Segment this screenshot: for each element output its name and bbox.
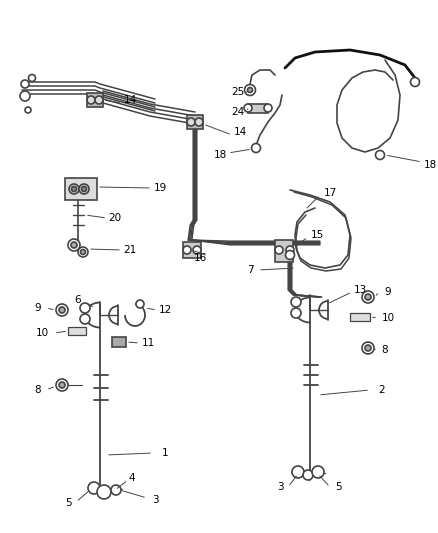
Circle shape <box>291 297 301 307</box>
Circle shape <box>25 107 31 113</box>
Circle shape <box>251 143 261 152</box>
Text: 3: 3 <box>152 495 158 505</box>
Bar <box>183 242 201 258</box>
Circle shape <box>81 187 86 191</box>
Text: 21: 21 <box>124 245 137 255</box>
Circle shape <box>286 246 294 254</box>
Bar <box>112 337 126 347</box>
Text: 20: 20 <box>109 213 122 223</box>
Circle shape <box>56 379 68 391</box>
Text: 14: 14 <box>233 127 247 137</box>
Circle shape <box>56 304 68 316</box>
Text: 15: 15 <box>311 230 324 240</box>
Bar <box>275 240 293 262</box>
Circle shape <box>286 251 294 260</box>
Circle shape <box>303 470 313 480</box>
Circle shape <box>20 91 30 101</box>
Circle shape <box>71 187 77 191</box>
Bar <box>87 93 103 107</box>
Circle shape <box>21 80 29 88</box>
Circle shape <box>88 482 100 494</box>
Circle shape <box>244 85 255 95</box>
Circle shape <box>244 104 252 112</box>
Circle shape <box>87 96 95 104</box>
Text: 2: 2 <box>379 385 385 395</box>
Circle shape <box>193 246 201 254</box>
Bar <box>68 327 86 335</box>
Circle shape <box>111 485 121 495</box>
Text: 5: 5 <box>335 482 341 492</box>
Text: 19: 19 <box>153 183 166 193</box>
Text: 3: 3 <box>277 482 283 492</box>
Circle shape <box>375 150 385 159</box>
Circle shape <box>312 466 324 478</box>
Bar <box>65 178 97 200</box>
Circle shape <box>247 87 252 93</box>
Circle shape <box>59 307 65 313</box>
Bar <box>187 115 203 129</box>
Circle shape <box>81 249 85 254</box>
Text: 8: 8 <box>381 345 389 355</box>
Circle shape <box>71 242 77 248</box>
Circle shape <box>68 239 80 251</box>
Circle shape <box>365 294 371 300</box>
Circle shape <box>97 485 111 499</box>
Text: 11: 11 <box>141 338 155 348</box>
Circle shape <box>187 118 195 126</box>
Text: 9: 9 <box>35 303 41 313</box>
Text: 4: 4 <box>129 473 135 483</box>
Circle shape <box>79 184 89 194</box>
Text: 5: 5 <box>65 498 71 508</box>
Text: 24: 24 <box>231 107 245 117</box>
Text: 10: 10 <box>381 313 395 323</box>
Text: 8: 8 <box>35 385 41 395</box>
Circle shape <box>264 104 272 112</box>
Circle shape <box>410 77 420 86</box>
Text: 9: 9 <box>385 287 391 297</box>
Circle shape <box>195 118 203 126</box>
Circle shape <box>365 345 371 351</box>
Text: 14: 14 <box>124 95 137 105</box>
Circle shape <box>59 382 65 388</box>
Text: 18: 18 <box>424 160 437 170</box>
Circle shape <box>275 246 283 254</box>
Circle shape <box>78 247 88 257</box>
Text: 25: 25 <box>231 87 245 97</box>
Text: 12: 12 <box>159 305 172 315</box>
Circle shape <box>362 342 374 354</box>
Bar <box>350 313 370 321</box>
Circle shape <box>362 291 374 303</box>
Bar <box>248 104 268 113</box>
Text: 16: 16 <box>193 253 207 263</box>
Text: 10: 10 <box>35 328 49 338</box>
Text: 7: 7 <box>247 265 253 275</box>
Circle shape <box>292 466 304 478</box>
Circle shape <box>183 246 191 254</box>
Text: 6: 6 <box>75 295 81 305</box>
Text: 18: 18 <box>213 150 226 160</box>
Text: 17: 17 <box>323 188 337 198</box>
Text: 13: 13 <box>353 285 367 295</box>
Text: 1: 1 <box>162 448 168 458</box>
Circle shape <box>291 308 301 318</box>
Circle shape <box>28 75 35 82</box>
Circle shape <box>95 96 103 104</box>
Circle shape <box>136 300 144 308</box>
Circle shape <box>80 314 90 324</box>
Circle shape <box>69 184 79 194</box>
Circle shape <box>80 303 90 313</box>
